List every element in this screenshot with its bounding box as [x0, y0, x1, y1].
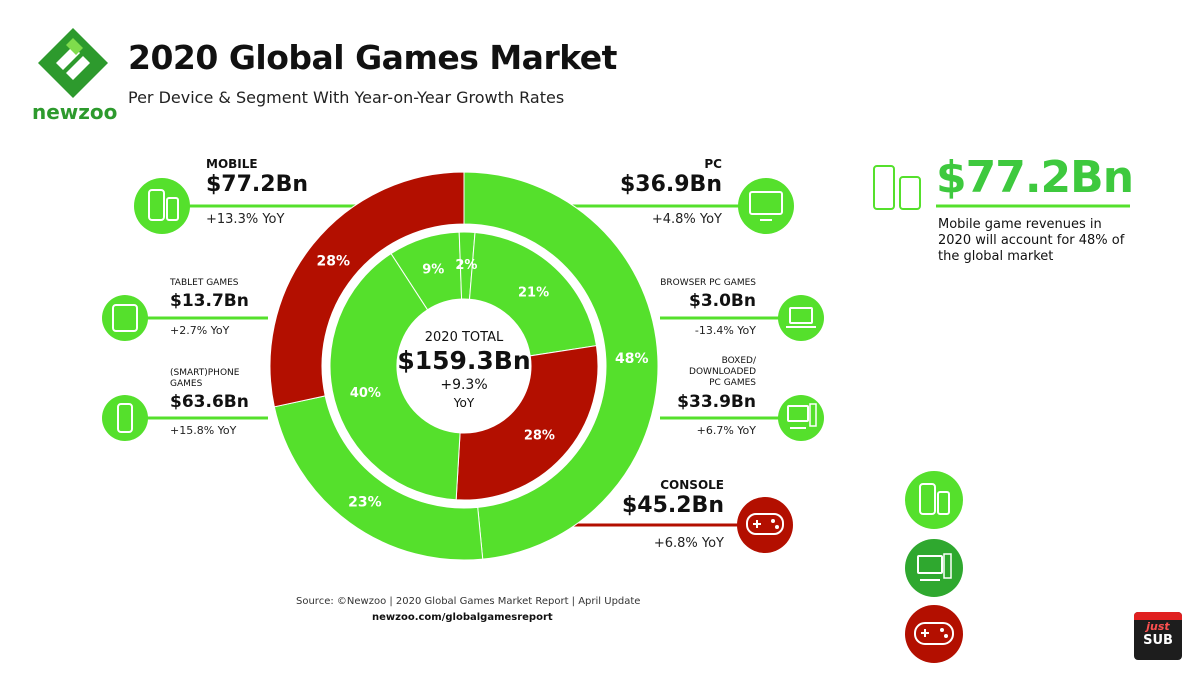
callout-text: Mobile game revenues in 2020 will accoun… — [938, 217, 1125, 264]
boxed-value: $33.9Bn — [677, 392, 756, 412]
pc-value: $36.9Bn — [619, 172, 722, 197]
tablet-circle-icon — [102, 295, 148, 341]
center-total-growth-unit: YoY — [453, 396, 475, 410]
mobile-value: $77.2Bn — [206, 172, 309, 197]
phone-value: $63.6Bn — [170, 392, 249, 412]
inner-slice-label-4: 40% — [350, 386, 381, 401]
source-url[interactable]: newzoo.com/globalgamesreport — [372, 612, 553, 623]
inner-slice-label-1: 2% — [455, 258, 477, 273]
browser-yoy: -13.4% YoY — [694, 324, 756, 337]
console-yoy: +6.8% YoY — [653, 536, 724, 551]
watermark-line1: just — [1146, 620, 1170, 633]
boxed-yoy: +6.7% YoY — [696, 424, 756, 437]
outer-slice-label-1: 23% — [348, 495, 382, 511]
boxed-label-line1: BOXED/ — [721, 356, 756, 366]
phone-circle-icon — [102, 395, 148, 441]
connector-lines — [125, 204, 790, 527]
browser-circle-icon — [778, 295, 824, 341]
newzoo-logo — [36, 26, 110, 100]
inner-slice-label-2: 21% — [518, 285, 549, 300]
donut-hole — [397, 299, 531, 433]
tablet-value: $13.7Bn — [170, 291, 249, 311]
watermark-line2: SUB — [1143, 633, 1173, 648]
console-label: CONSOLE — [660, 478, 724, 492]
tablet-label: TABLET GAMES — [170, 278, 239, 288]
pc-label: PC — [704, 157, 722, 171]
tablet-yoy: +2.7% YoY — [170, 324, 230, 337]
outer-slice-label-2: 28% — [317, 253, 351, 269]
mobile-circle-icon — [134, 178, 190, 234]
center-total-growth: +9.3% — [440, 377, 488, 393]
browser-label: BROWSER PC GAMES — [660, 278, 756, 288]
legend-console-icon — [905, 605, 963, 663]
center-total-value: $159.3Bn — [397, 346, 531, 375]
newzoo-logo-icon — [38, 28, 108, 98]
page-title: 2020 Global Games Market — [128, 38, 617, 77]
ring-labels: 48% 23% 28% 9% 2% 21% 28% 40% — [317, 253, 649, 510]
inner-slice-label-3: 28% — [524, 429, 555, 444]
boxed-circle-icon — [778, 395, 824, 441]
inner-slice-4 — [329, 252, 461, 501]
browser-value: $3.0Bn — [688, 291, 756, 311]
watermark-badge: just SUB — [1134, 612, 1182, 660]
phone-yoy: +15.8% YoY — [170, 424, 237, 437]
legend-mobile-icon — [905, 471, 963, 529]
boxed-label-line2: DOWNLOADED — [689, 367, 756, 377]
center-total-label: 2020 TOTAL — [424, 330, 504, 345]
source-text: Source: ©Newzoo | 2020 Global Games Mark… — [296, 596, 641, 607]
mobile-yoy: +13.3% YoY — [206, 212, 285, 227]
phone-label-line2: GAMES — [170, 379, 203, 389]
callout-devices-icon — [873, 165, 921, 210]
boxed-label-line3: PC GAMES — [709, 378, 756, 388]
mobile-label: MOBILE — [206, 157, 258, 171]
legend-pc-icon — [905, 539, 963, 597]
phone-label-line1: (SMART)PHONE — [170, 368, 240, 378]
page-subtitle: Per Device & Segment With Year-on-Year G… — [128, 88, 565, 107]
console-value: $45.2Bn — [621, 493, 724, 518]
callout-value: $77.2Bn — [936, 152, 1134, 203]
rings — [269, 171, 659, 561]
inner-slice-label-0: 9% — [422, 263, 444, 278]
pc-yoy: +4.8% YoY — [651, 212, 722, 227]
brand-name: newzoo — [32, 100, 118, 124]
outer-slice-label-0: 48% — [615, 351, 649, 367]
console-circle-icon — [737, 497, 793, 553]
pc-circle-icon — [738, 178, 794, 234]
